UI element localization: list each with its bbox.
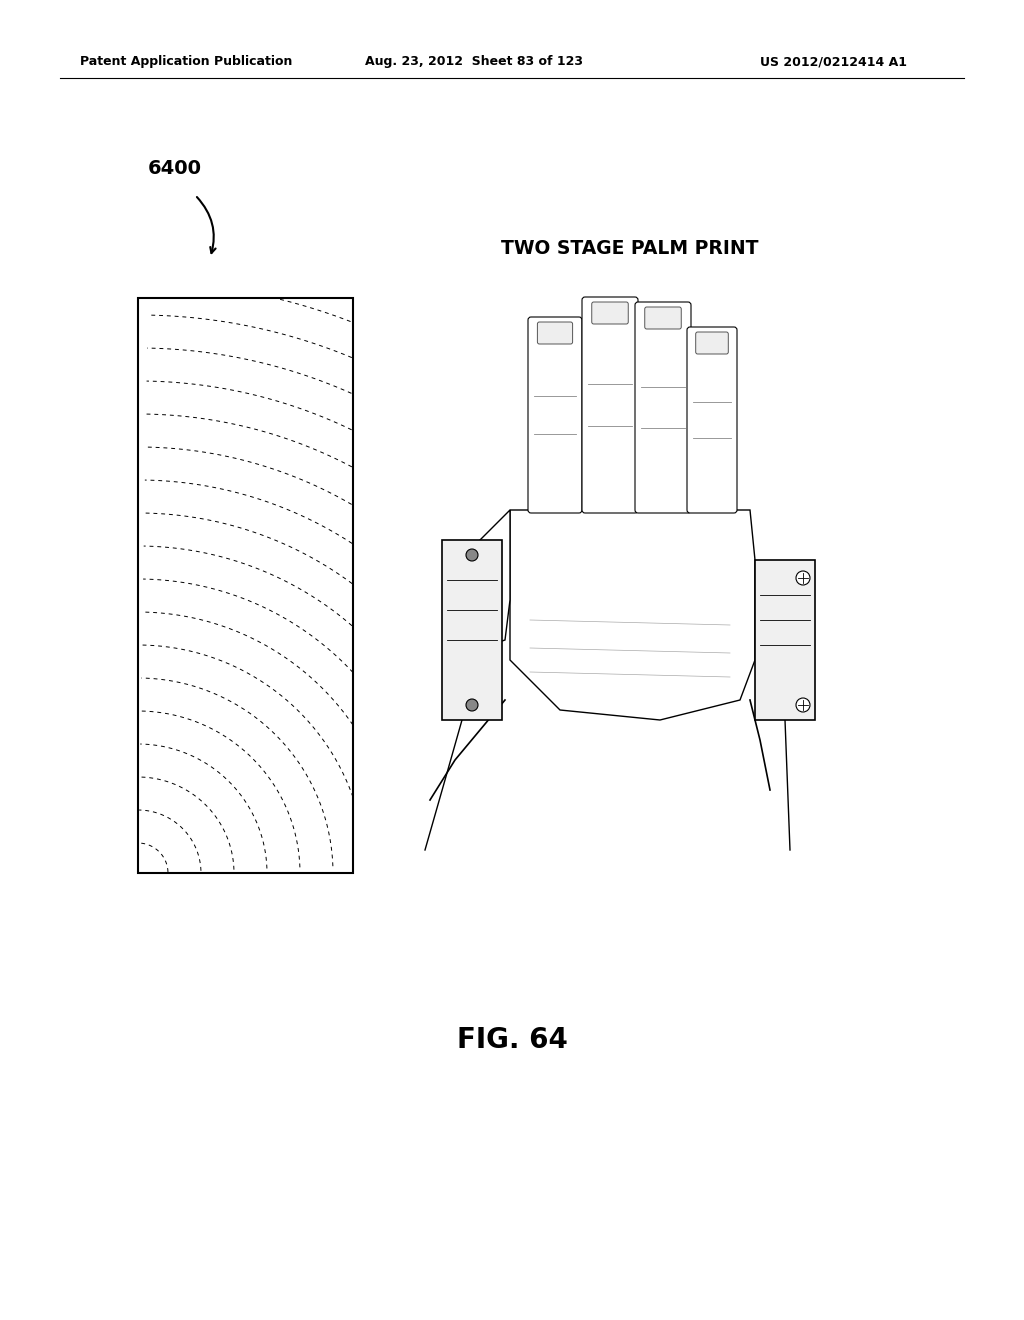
FancyBboxPatch shape	[592, 302, 629, 323]
Circle shape	[796, 698, 810, 711]
Polygon shape	[510, 510, 755, 719]
Circle shape	[466, 700, 478, 711]
Circle shape	[796, 572, 810, 585]
FancyBboxPatch shape	[538, 322, 572, 345]
Polygon shape	[445, 510, 510, 649]
FancyBboxPatch shape	[528, 317, 582, 513]
Text: TWO STAGE PALM PRINT: TWO STAGE PALM PRINT	[502, 239, 759, 257]
FancyBboxPatch shape	[635, 302, 691, 513]
Text: US 2012/0212414 A1: US 2012/0212414 A1	[760, 55, 907, 69]
FancyBboxPatch shape	[645, 308, 681, 329]
FancyBboxPatch shape	[582, 297, 638, 513]
FancyBboxPatch shape	[695, 333, 728, 354]
Text: Patent Application Publication: Patent Application Publication	[80, 55, 293, 69]
Bar	[442, 540, 502, 719]
FancyBboxPatch shape	[687, 327, 737, 513]
Circle shape	[466, 549, 478, 561]
Text: 6400: 6400	[148, 158, 202, 177]
Bar	[755, 560, 815, 719]
Text: Aug. 23, 2012  Sheet 83 of 123: Aug. 23, 2012 Sheet 83 of 123	[365, 55, 583, 69]
Text: FIG. 64: FIG. 64	[457, 1026, 567, 1053]
Bar	[138, 298, 353, 873]
